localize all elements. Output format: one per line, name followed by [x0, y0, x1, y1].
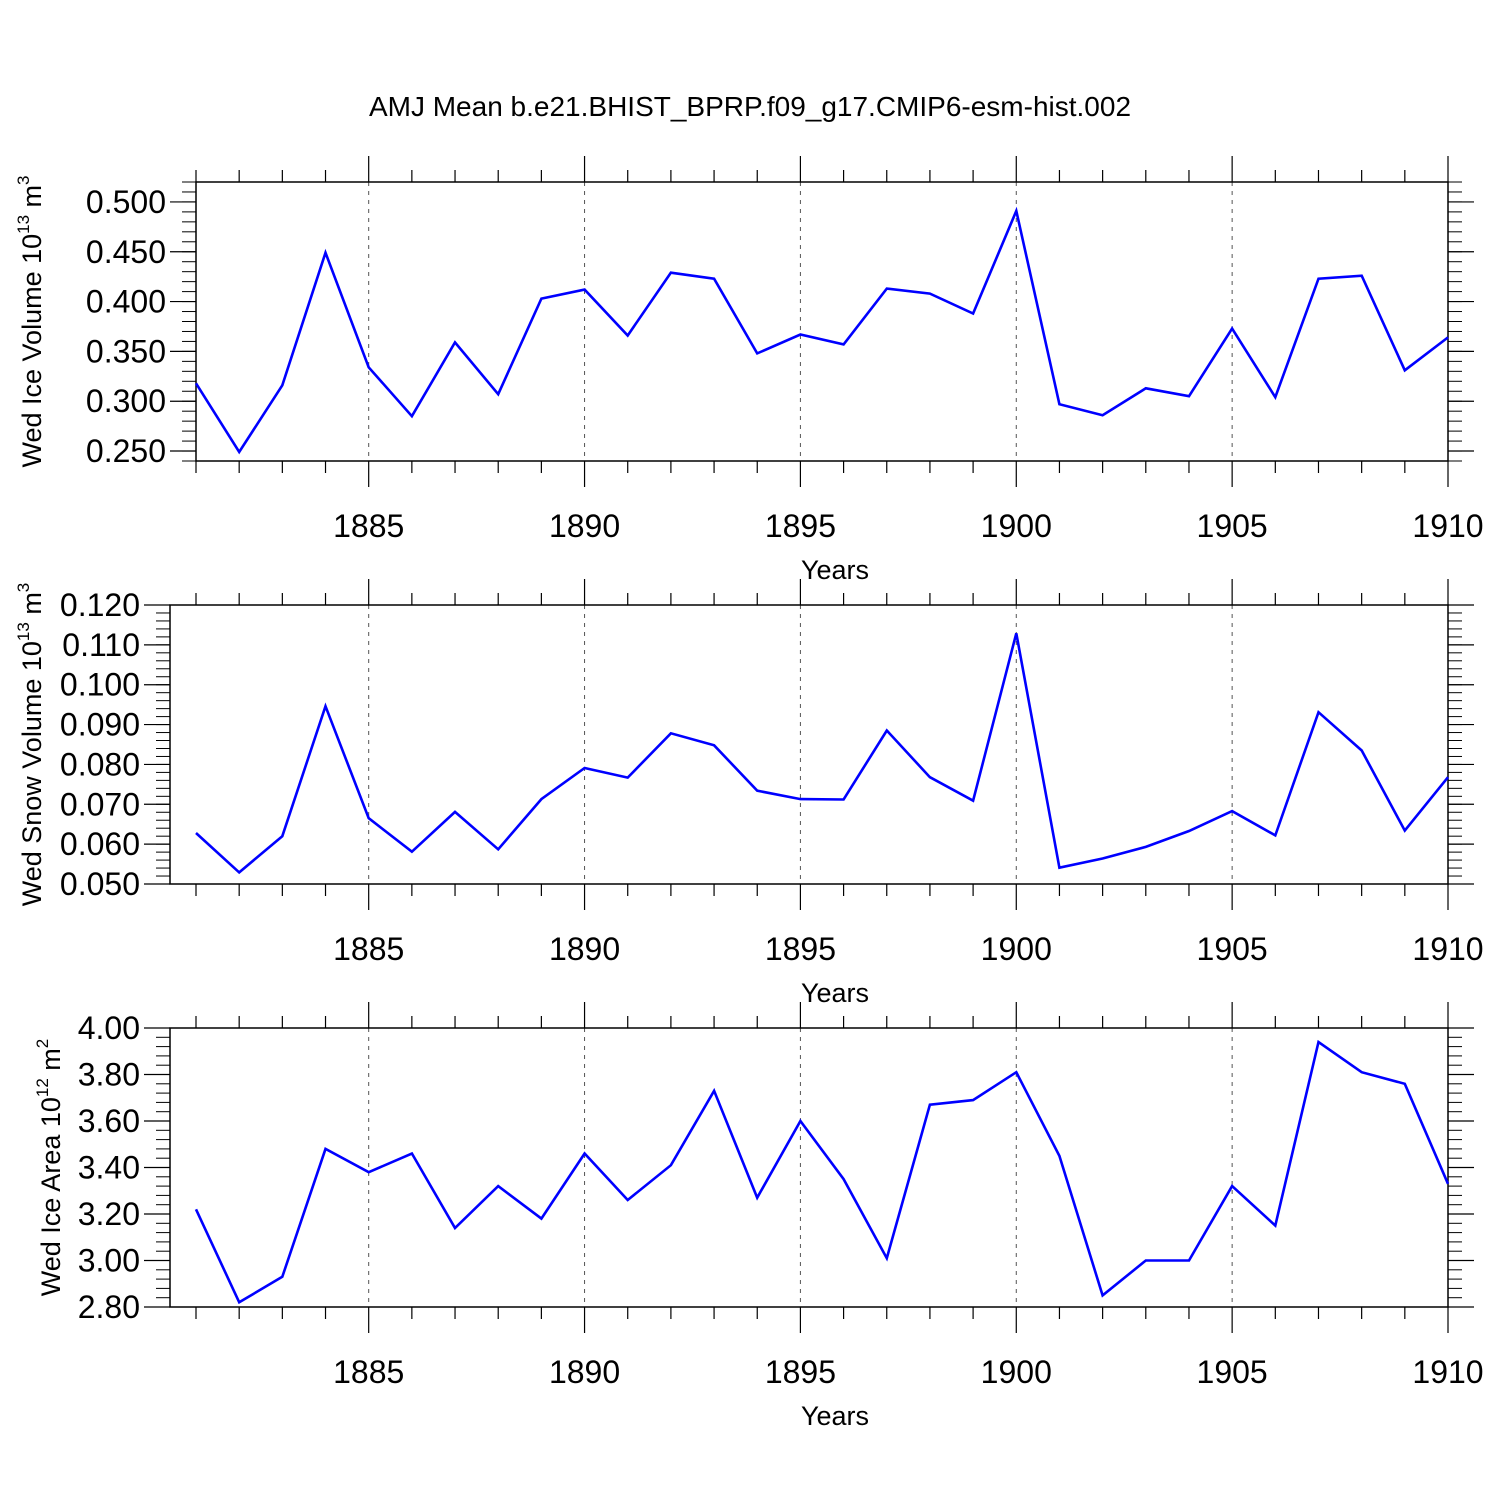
x-tick-label: 1910 [1412, 1354, 1483, 1390]
x-tick-label: 1905 [1197, 931, 1268, 967]
x-tick-label: 1905 [1197, 1354, 1268, 1390]
x-tick-label: 1900 [981, 1354, 1052, 1390]
x-tick-label: 1890 [549, 1354, 620, 1390]
y-tick-label: 0.070 [60, 786, 140, 822]
chart-title: AMJ Mean b.e21.BHIST_BPRP.f09_g17.CMIP6-… [368, 91, 1132, 122]
y-tick-label: 0.120 [60, 587, 140, 623]
y-tick-label: 0.100 [60, 667, 140, 703]
plot-frame [169, 604, 1449, 885]
y-tick-label: 0.080 [60, 746, 140, 782]
y-tick-label: 0.050 [60, 866, 140, 902]
y-axis-title: Wed Snow Volume 1013 m3 [14, 583, 47, 907]
x-tick-label: 1885 [333, 1354, 404, 1390]
y-tick-label: 0.300 [86, 383, 166, 419]
y-tick-label: 0.350 [86, 333, 166, 369]
y-tick-label: 3.40 [78, 1150, 140, 1186]
y-tick-label: 2.80 [78, 1289, 140, 1325]
y-tick-label: 0.060 [60, 826, 140, 862]
series-line [194, 1039, 1450, 1305]
x-tick-label: 1910 [1412, 508, 1483, 544]
y-tick-label: 0.090 [60, 707, 140, 743]
y-tick-label: 0.500 [86, 184, 166, 220]
x-tick-label: 1890 [549, 508, 620, 544]
y-tick-label: 3.80 [78, 1057, 140, 1093]
y-axis-title: Wed Ice Volume 1013 m3 [14, 175, 47, 467]
x-tick-label: 1900 [981, 508, 1052, 544]
x-tick-label: 1885 [333, 931, 404, 967]
series-line [195, 632, 1450, 875]
x-tick-label: 1895 [765, 508, 836, 544]
y-axis-title: Wed Ice Area 1012 m2 [33, 1039, 66, 1297]
y-tick-label: 4.00 [78, 1010, 140, 1046]
y-tick-label: 0.110 [62, 627, 140, 663]
x-tick-label: 1890 [549, 931, 620, 967]
x-tick-label: 1905 [1197, 508, 1268, 544]
y-tick-label: 0.450 [86, 234, 166, 270]
series-line [194, 206, 1449, 455]
y-tick-label: 0.250 [86, 433, 166, 469]
x-tick-label: 1895 [765, 931, 836, 967]
x-axis-title: Years [801, 978, 869, 1008]
y-tick-label: 3.00 [78, 1243, 140, 1279]
panel-1: 0.250 0.300 0.350 0.400 0.450 0.500 1885 1890 18… [14, 156, 1484, 585]
panel-3: 2.80 3.00 3.20 3.40 3.60 3.80 4.00 1885 1890 1895… [33, 1002, 1484, 1431]
x-axis-title: Years [801, 1401, 869, 1431]
y-tick-label: 3.60 [78, 1103, 140, 1139]
y-tick-label: 0.400 [86, 284, 166, 320]
x-tick-label: 1895 [765, 1354, 836, 1390]
plot-frame [195, 181, 1449, 462]
x-tick-label: 1900 [981, 931, 1052, 967]
y-tick-label: 3.20 [78, 1196, 140, 1232]
x-axis-title: Years [801, 555, 869, 585]
x-tick-label: 1910 [1412, 931, 1483, 967]
x-tick-label: 1885 [333, 508, 404, 544]
